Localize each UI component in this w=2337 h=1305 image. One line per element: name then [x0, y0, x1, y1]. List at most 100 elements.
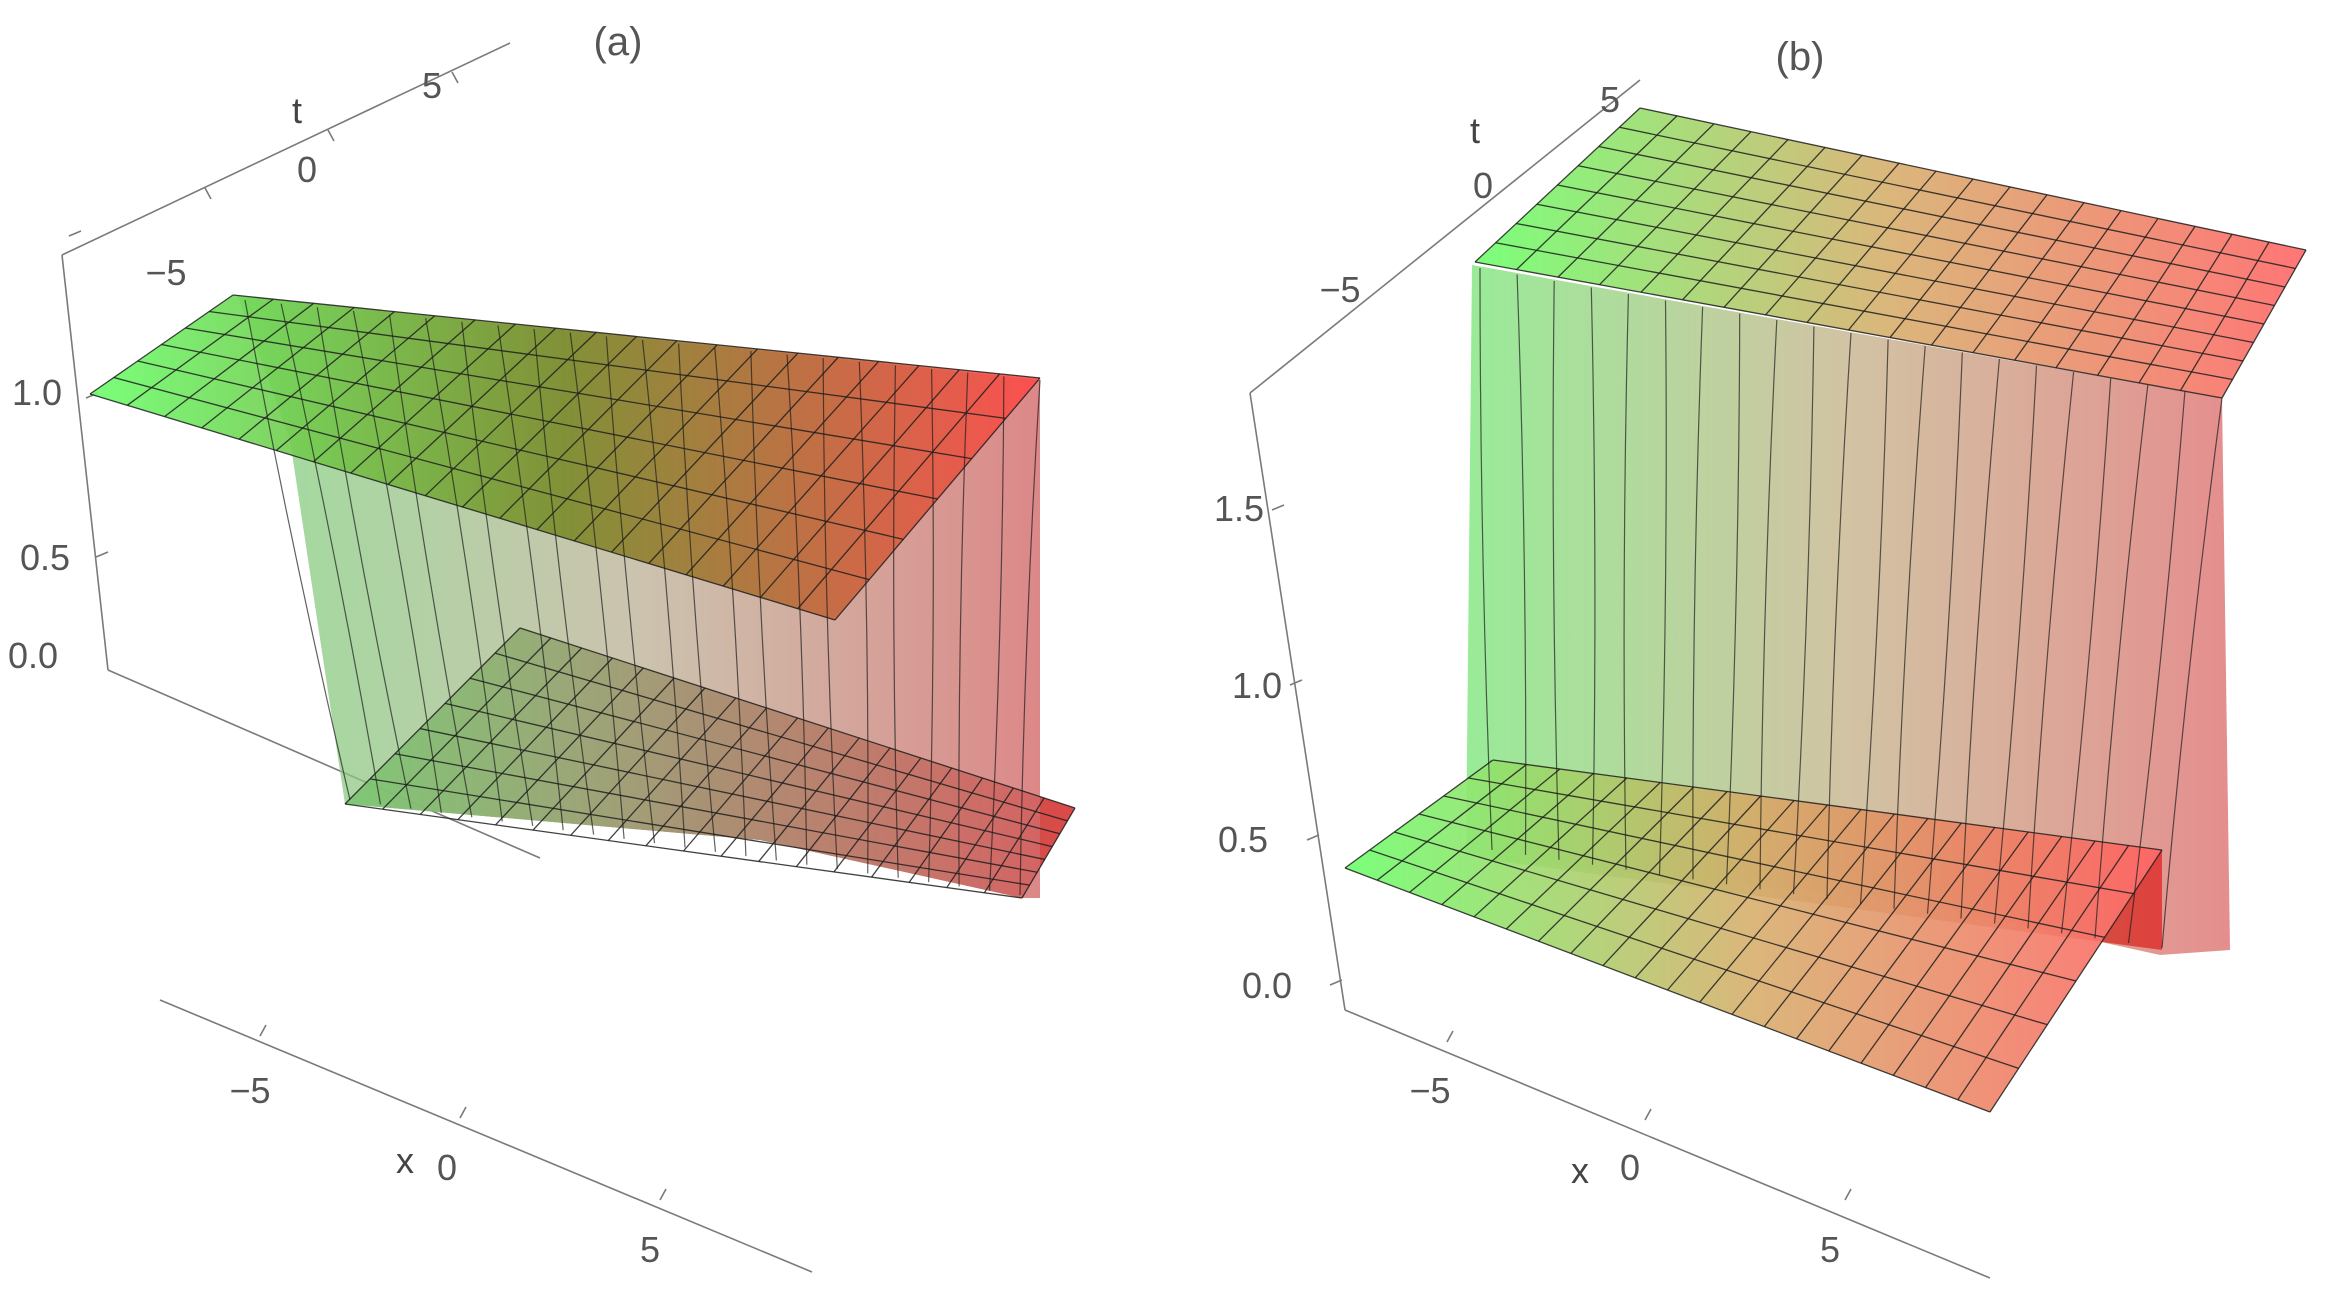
panel-a-z-axis: 0.0 0.5 1.0 [8, 230, 109, 676]
panel-b-upper-mesh-line-v-5 [1577, 165, 2275, 307]
panel-a-upper-mesh-line-v-5 [209, 310, 1006, 419]
panel-b-upper-mesh-line-v-1 [1495, 242, 2233, 381]
panel-b-wall-line-2 [1552, 280, 1560, 860]
panel-b-x-tick-1: 0 [1620, 1147, 1640, 1188]
panel-b-wall-line-6 [1692, 306, 1704, 880]
panel-a-wall-line-13 [714, 347, 747, 857]
panel-a-label: (a) [594, 20, 643, 64]
panel-a-x-tick-2: 5 [640, 1229, 660, 1270]
panel-a-lower-mesh-line-u-4 [494, 667, 644, 826]
panel-a-lower-mesh-line-u-9 [683, 717, 798, 852]
panel-a-wall-line-6 [461, 321, 534, 827]
panel-a-t-tick-0: −5 [145, 252, 186, 293]
panel-a-z-tick-1: 0.5 [20, 537, 70, 578]
panel-a-x-tick-1: 0 [437, 1147, 457, 1188]
panel-a-t-tick-2: 5 [422, 65, 442, 106]
panel-b-z-tick-1: 0.5 [1218, 819, 1268, 860]
panel-a-wall-line-1 [280, 303, 382, 805]
panel-b-wall-line-0 [1479, 267, 1493, 851]
panel-a-upper-mesh-line-v-6 [232, 294, 1041, 379]
panel-a-wall-line-12 [678, 343, 717, 852]
panel-a-upper-plateau [90, 295, 1040, 620]
panel-a-upper-mesh-line-v-3 [161, 343, 938, 500]
panel-a-wall-line-7 [497, 325, 564, 831]
panel-b-wall-line-16 [2027, 371, 2075, 929]
panel-a-lower-mesh-line-u-10 [720, 727, 829, 857]
panel-a-lower-mesh-line-v-6 [494, 652, 1068, 822]
panel-b-x-label: x [1571, 1150, 1589, 1191]
panel-b-z-tick-3: 1.5 [1214, 488, 1264, 529]
panel-b-t-tick-0: −5 [1319, 269, 1360, 310]
panel-a-wall-line-2 [316, 307, 412, 809]
panel-a-lower-mesh-line-u-17 [983, 797, 1045, 894]
panel-b-t-tick-1: 0 [1473, 165, 1493, 206]
panel-a-lower-mesh-line-v-0 [344, 803, 1023, 899]
panel-b-upper-plateau [1475, 108, 2306, 398]
panel-a-wall-line-9 [569, 332, 625, 839]
panel-b-upper-mesh-line-v-3 [1536, 203, 2254, 344]
panel-b-wall-line-17 [2060, 378, 2112, 934]
panel-a-wall-line-22 [1019, 379, 1041, 896]
panel-a-lower-mesh-line-u-0 [344, 627, 521, 805]
panel-a-z-tick-0: 0.0 [8, 635, 58, 676]
panel-a-box [61, 42, 541, 859]
panel-a-upper-mesh [89, 294, 1041, 621]
panel-b-wall-line-13 [1926, 352, 1963, 914]
panel-a-wall-line-20 [958, 372, 969, 887]
panel-a-lower-mesh-line-u-14 [871, 767, 953, 878]
panel-a-surface [89, 294, 1076, 899]
panel-b-lower-mesh-line-v-5 [1468, 777, 2134, 895]
panel-b-z-tick-2: 1.0 [1232, 665, 1282, 706]
panel-b-t-tick-2: 5 [1600, 79, 1620, 120]
panel-a-wall-line-18 [893, 365, 899, 878]
panel-a-wall-line-4 [388, 314, 473, 818]
panel-b-wall-line-3 [1590, 287, 1596, 865]
panel-a-lower-mesh-line-v-1 [369, 778, 1030, 886]
panel-a: (a) 0.0 0.5 1.0 t −5 0 5 x [8, 20, 1076, 1273]
panel-a-wall-line-16 [822, 358, 838, 870]
panel-b-wall-line-7 [1725, 313, 1741, 885]
panel-a-lower-mesh-line-v-7 [519, 627, 1076, 809]
panel-a-lower-mesh-line-v-4 [444, 702, 1053, 848]
panel-b-wall-line-20 [2161, 397, 2223, 949]
panel-b-wall-line-14 [1960, 358, 2000, 919]
panel-a-x-label: x [396, 1140, 414, 1181]
panel-b-lower-mesh-line-v-0 [1344, 867, 1991, 1113]
panel-a-lower-mesh-line-u-12 [795, 747, 891, 868]
panel-b-wall-mesh [1479, 267, 2223, 949]
panel-a-upper-mesh-line-v-1 [113, 376, 870, 581]
panel-b-x-axis: x −5 0 5 [1409, 1030, 1852, 1270]
panel-a-wall-line-10 [605, 336, 656, 844]
panel-a-lower-mesh-line-v-5 [469, 677, 1061, 835]
panel-b-wall-line-15 [1993, 365, 2038, 924]
panel-b-wall-line-4 [1623, 293, 1629, 870]
panel-a-x-tick-0: −5 [229, 1070, 270, 1111]
panel-b-upper-mesh-line-v-4 [1557, 184, 2265, 325]
panel-b-surface [1344, 107, 2307, 1113]
panel-a-wall-line-0 [244, 299, 351, 801]
panel-b-wall-line-11 [1859, 339, 1889, 904]
panel-b-wall-line-8 [1759, 319, 1778, 890]
panel-a-x-axis: x −5 0 5 [229, 1024, 667, 1270]
panel-b-label: (b) [1776, 35, 1825, 79]
panel-a-wall-line-19 [928, 369, 934, 883]
panel-a-lower-mesh-line-u-2 [419, 647, 583, 815]
panel-b-upper-mesh-line-v-0 [1474, 261, 2223, 399]
panel-b-t-axis: t −5 0 5 [1319, 79, 1620, 310]
panel-a-x-axis-line [159, 999, 813, 1273]
panel-a-lower-mesh [344, 627, 1076, 899]
panel-a-wall-line-3 [352, 310, 442, 814]
panel-a-lower-mesh-line-v-2 [394, 753, 1038, 873]
panel-a-t-tick-1: 0 [297, 149, 317, 190]
panel-b-box [1249, 79, 1991, 1279]
panel-b-t-label: t [1470, 110, 1480, 151]
panel-a-upper-mesh-line-v-2 [137, 360, 904, 540]
panel-a-upper-mesh-line-v-0 [89, 393, 836, 621]
panel-b-lower-mesh-line-v-4 [1443, 795, 2105, 938]
panel-b-wall-line-18 [2094, 384, 2149, 939]
panel-b-z-axis: 0.0 0.5 1.0 1.5 [1214, 488, 1343, 1006]
panel-b-wall-line-10 [1826, 332, 1852, 900]
panel-b-lower-mesh [1344, 759, 2163, 1113]
panel-a-lower-mesh-line-u-7 [607, 697, 737, 841]
